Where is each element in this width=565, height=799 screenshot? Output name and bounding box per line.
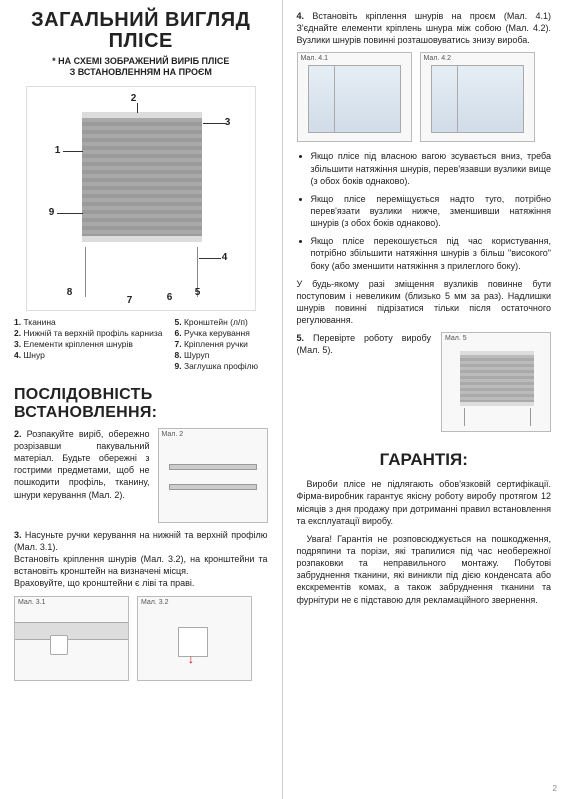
- cord-left: [85, 247, 86, 297]
- part-2: 2. Нижній та верхній профіль карниза: [14, 328, 162, 339]
- part-4: 4. Шнур: [14, 350, 162, 361]
- bullet-1: Якщо плісе під власною вагою зсувається …: [311, 150, 552, 186]
- warranty-p1: Вироби плісе не підлягають обов'язковій …: [297, 478, 552, 527]
- page-number: 2: [553, 784, 557, 793]
- figure-3-1: Мал. 3.1: [14, 596, 129, 681]
- step-5-row: 5. Перевірте роботу виробу (Мал. 5). Мал…: [297, 332, 552, 432]
- callout-2: 2: [131, 93, 137, 104]
- arrow-down-icon: ↓: [188, 652, 194, 666]
- bullet-2: Якщо плісе переміщується надто туго, пот…: [311, 193, 552, 229]
- figure-4-1: Мал. 4.1: [297, 52, 412, 142]
- figure-4-pair: Мал. 4.1 Мал. 4.2: [297, 52, 552, 142]
- bullet-3: Якщо плісе перекошується під час користу…: [311, 235, 552, 271]
- callout-1: 1: [55, 145, 61, 156]
- adjustment-bullets: Якщо плісе під власною вагою зсувається …: [297, 150, 552, 271]
- part-9: 9. Заглушка профілю: [174, 361, 258, 372]
- subtitle: * НА СХЕМІ ЗОБРАЖЕНИЙ ВИРІБ ПЛІСЕ З ВСТА…: [14, 56, 268, 78]
- part-3: 3. Елементи кріплення шнурів: [14, 339, 162, 350]
- callout-5: 5: [195, 287, 201, 298]
- figure-2: Мал. 2: [158, 428, 268, 523]
- step-5-text: 5. Перевірте роботу виробу (Мал. 5).: [297, 332, 432, 356]
- part-5: 5. Кронштейн (л/п): [174, 317, 258, 328]
- overview-diagram: 1 2 3 4 5 6 7 8 9: [26, 86, 256, 311]
- install-sequence-heading: ПОСЛІДОВНІСТЬ ВСТАНОВЛЕННЯ:: [14, 386, 268, 422]
- step-2-row: 2. Розпакуйте виріб, обережно розрізавши…: [14, 428, 268, 523]
- callout-4: 4: [222, 252, 228, 263]
- main-title: ЗАГАЛЬНИЙ ВИГЛЯД ПЛІСЕ: [14, 10, 268, 52]
- callout-6: 6: [167, 292, 173, 303]
- step-2-text: 2. Розпакуйте виріб, обережно розрізавши…: [14, 428, 150, 523]
- figure-5: Мал. 5: [441, 332, 551, 432]
- step-4-text: 4. Встановіть кріплення шнурів на проєм …: [297, 10, 552, 46]
- figure-3-1-caption: Мал. 3.1: [18, 599, 46, 606]
- step-3-text: 3. Насуньте ручки керування на нижній та…: [14, 529, 268, 590]
- figure-2-caption: Мал. 2: [162, 431, 184, 438]
- adjustment-note: У будь-якому разі зміщення вузликів пови…: [297, 278, 552, 327]
- figure-4-2: Мал. 4.2: [420, 52, 535, 142]
- subtitle-line-1: * НА СХЕМІ ЗОБРАЖЕНИЙ ВИРІБ ПЛІСЕ: [52, 56, 229, 66]
- figure-3-pair: Мал. 3.1 Мал. 3.2 ↓: [14, 596, 268, 681]
- figure-4-1-caption: Мал. 4.1: [301, 55, 329, 62]
- callout-9: 9: [49, 207, 55, 218]
- callout-8: 8: [67, 287, 73, 298]
- callout-3: 3: [225, 117, 231, 128]
- blind-illustration: [82, 112, 202, 242]
- part-1: 1. Тканина: [14, 317, 162, 328]
- subtitle-line-2: З ВСТАНОВЛЕННЯМ НА ПРОЄМ: [70, 67, 212, 77]
- parts-list-a: 1. Тканина 2. Нижній та верхній профіль …: [14, 317, 162, 372]
- parts-list: 1. Тканина 2. Нижній та верхній профіль …: [14, 317, 268, 372]
- part-8: 8. Шуруп: [174, 350, 258, 361]
- warranty-heading: ГАРАНТІЯ:: [297, 450, 552, 470]
- parts-list-b: 5. Кронштейн (л/п) 6. Ручка керування 7.…: [174, 317, 258, 372]
- figure-4-2-caption: Мал. 4.2: [424, 55, 452, 62]
- part-6: 6. Ручка керування: [174, 328, 258, 339]
- warranty-p2: Увага! Гарантія не розповсюджується на п…: [297, 533, 552, 606]
- title-line-2: ПЛІСЕ: [109, 30, 173, 52]
- callout-7: 7: [127, 295, 133, 306]
- figure-3-2-caption: Мал. 3.2: [141, 599, 169, 606]
- title-line-1: ЗАГАЛЬНИЙ ВИГЛЯД: [31, 9, 250, 31]
- part-7: 7. Кріплення ручки: [174, 339, 258, 350]
- figure-5-caption: Мал. 5: [445, 335, 467, 342]
- figure-3-2: Мал. 3.2 ↓: [137, 596, 252, 681]
